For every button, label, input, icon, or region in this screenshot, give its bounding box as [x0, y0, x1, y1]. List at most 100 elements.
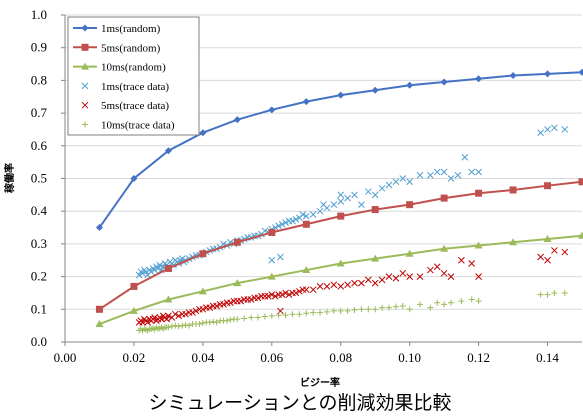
- data-point-x: [302, 286, 310, 294]
- legend-item: 5ms(trace data): [81, 100, 169, 112]
- data-point-x: [309, 211, 317, 218]
- data-point-x: [433, 168, 441, 176]
- data-point-plus: [206, 319, 213, 326]
- data-point-x: [158, 315, 165, 323]
- data-point-x: [139, 319, 146, 326]
- data-point-x: [316, 207, 324, 215]
- data-point-x: [406, 273, 414, 280]
- data-point-x: [254, 294, 262, 302]
- data-point-plus: [406, 306, 413, 313]
- data-point-x: [165, 312, 172, 320]
- data-point-plus: [282, 312, 289, 319]
- data-point-x: [475, 168, 482, 176]
- data-point-x: [544, 256, 551, 264]
- data-point-x: [440, 168, 448, 176]
- data-point-plus: [172, 322, 179, 329]
- data-point-plus: [551, 289, 558, 296]
- series-1: [95, 178, 583, 313]
- data-point-x: [399, 175, 407, 182]
- data-point-x: [323, 283, 331, 290]
- data-point-x: [364, 276, 372, 284]
- data-point-x: [344, 281, 351, 289]
- data-point-x: [454, 171, 462, 179]
- data-point-x: [351, 279, 358, 287]
- data-point-x: [468, 260, 476, 267]
- data-point-diamond: [164, 147, 172, 155]
- data-point-plus: [537, 291, 544, 298]
- data-point-plus: [337, 307, 344, 314]
- data-point-x: [282, 219, 289, 226]
- data-point-x: [296, 287, 303, 295]
- data-point-square: [337, 212, 345, 220]
- data-point-x: [247, 296, 255, 303]
- data-point-plus: [289, 311, 296, 318]
- data-point-x: [81, 101, 89, 109]
- data-point-plus: [399, 303, 406, 310]
- y-tick-label: 0.3: [31, 236, 47, 251]
- x-tick-label: 0.02: [123, 350, 146, 365]
- data-point-x: [151, 314, 158, 321]
- data-point-x: [271, 292, 279, 300]
- data-point-x: [378, 184, 386, 192]
- data-point-plus: [268, 312, 275, 319]
- data-point-diamond: [302, 98, 310, 106]
- data-point-x: [261, 292, 269, 300]
- data-point-x: [268, 256, 276, 264]
- x-tick-label: 0.04: [191, 350, 214, 365]
- data-point-x: [371, 279, 379, 287]
- data-point-x: [156, 261, 164, 269]
- x-tick-label: 0.12: [467, 350, 490, 365]
- data-point-plus: [196, 321, 203, 328]
- data-point-plus: [365, 306, 372, 313]
- data-point-x: [268, 291, 276, 298]
- data-point-plus: [379, 304, 386, 311]
- data-point-x: [182, 310, 189, 318]
- data-point-x: [299, 211, 307, 218]
- data-point-x: [275, 222, 283, 230]
- data-point-triangle: [81, 62, 89, 70]
- x-tick-label: 0.08: [329, 350, 352, 365]
- y-tick-label: 1.0: [31, 7, 47, 22]
- data-point-plus: [448, 299, 455, 306]
- data-point-x: [358, 201, 365, 209]
- legend-item: 1ms(random): [73, 23, 161, 35]
- data-point-plus: [344, 307, 351, 314]
- data-point-x: [213, 302, 221, 310]
- data-point-plus: [351, 306, 358, 313]
- legend-label: 5ms(trace data): [101, 100, 169, 112]
- data-point-x: [163, 315, 171, 323]
- data-point-x: [154, 265, 162, 272]
- chart-caption: シミュレーションとの削減効果比較: [148, 392, 451, 414]
- y-tick-label: 0.5: [31, 171, 47, 186]
- legend-box: [67, 16, 200, 136]
- data-point-x: [416, 273, 424, 280]
- data-point-plus: [210, 318, 217, 325]
- data-point-x: [468, 168, 476, 176]
- data-point-plus: [417, 301, 424, 308]
- data-point-x: [206, 304, 214, 312]
- data-point-plus: [227, 316, 234, 323]
- data-point-x: [475, 273, 482, 280]
- data-point-square: [578, 178, 583, 186]
- series-5: [136, 289, 568, 334]
- data-point-plus: [358, 306, 365, 313]
- data-point-x: [81, 82, 89, 90]
- data-point-plus: [223, 317, 230, 324]
- data-point-diamond: [233, 116, 241, 124]
- data-point-x: [237, 297, 245, 305]
- data-point-plus: [168, 323, 175, 330]
- data-point-x: [139, 269, 146, 277]
- data-point-plus: [261, 313, 268, 320]
- y-tick-label: 0.7: [31, 105, 48, 120]
- series-2: [95, 231, 583, 328]
- data-point-x: [189, 309, 196, 316]
- data-point-triangle: [509, 238, 518, 246]
- data-point-square: [302, 220, 310, 228]
- legend-label: 1ms(random): [101, 23, 161, 35]
- data-point-plus: [213, 319, 220, 326]
- data-point-triangle: [543, 234, 552, 242]
- data-point-plus: [434, 299, 441, 306]
- series-3: [135, 124, 569, 279]
- legend: 1ms(random) 5ms(random) 10ms(random) 1ms(tr…: [67, 16, 200, 136]
